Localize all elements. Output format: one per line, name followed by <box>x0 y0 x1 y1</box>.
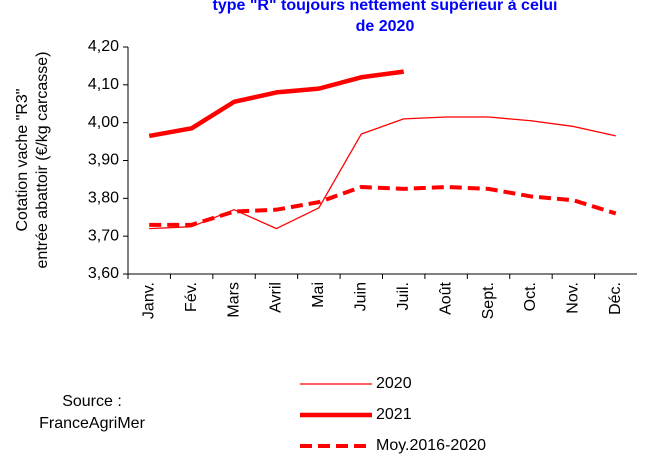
x-tick-label: Déc. <box>607 282 624 315</box>
y-tick-label: 4,10 <box>88 76 119 93</box>
y-tick-label: 4,00 <box>88 114 119 131</box>
x-tick-label: Avril <box>268 282 285 313</box>
y-tick-label: 3,90 <box>88 152 119 169</box>
series-line <box>149 116 616 230</box>
source: FranceAgriMer <box>39 415 145 432</box>
y-tick-label: 3,80 <box>88 190 119 207</box>
x-tick-label: Mai <box>310 282 327 308</box>
x-tick-label: Janv. <box>140 282 157 319</box>
legend-label: 2020 <box>376 375 412 392</box>
x-tick-label: Fév. <box>183 282 200 312</box>
legend-label: Moy.2016-2020 <box>376 437 486 454</box>
y-tick-label: 3,70 <box>88 227 119 244</box>
y-axis-title: Cotation vache "R3" entrée abattoir (€/k… <box>14 52 51 269</box>
x-tick-label: Août <box>437 281 454 314</box>
x-tick-label: Juil. <box>395 282 412 310</box>
y-axis-title-line: entrée abattoir (€/kg carcasse) <box>34 52 51 269</box>
x-tick-label: Mars <box>225 282 242 318</box>
x-tick-label: Juin <box>353 282 370 311</box>
series-line <box>148 69 405 139</box>
x-tick-label: Nov. <box>565 282 582 314</box>
chart-title: de 2020 <box>356 18 415 35</box>
y-tick-label: 3,60 <box>88 265 119 282</box>
y-tick-label: 4,20 <box>88 38 119 55</box>
series-line <box>149 184 617 227</box>
source: Source : <box>62 393 122 410</box>
legend-label: 2021 <box>376 406 412 423</box>
chart-title: type "R" toujours nettement supérieur à … <box>212 0 557 14</box>
x-tick-label: Oct. <box>522 282 539 311</box>
y-axis-title-line: Cotation vache "R3" <box>14 89 31 232</box>
x-tick-label: Sept. <box>480 282 497 319</box>
